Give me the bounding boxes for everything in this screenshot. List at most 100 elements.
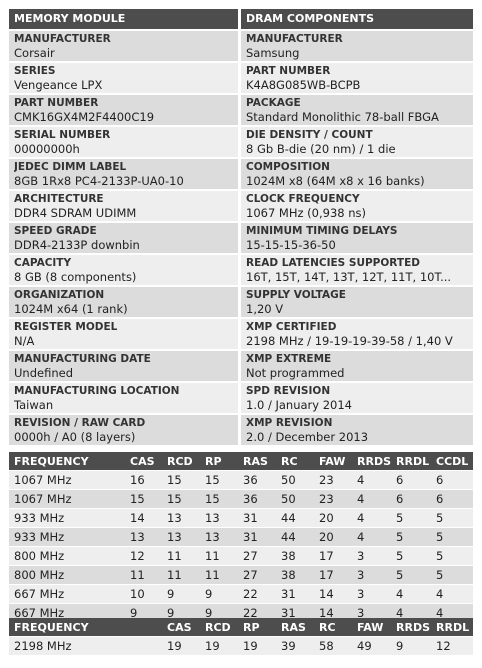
col-header-faw: FAW	[352, 618, 391, 637]
table-row: 2198 MHz 19 19 19 39 58 49 9 12	[9, 636, 473, 656]
table-cell: 36	[238, 470, 276, 490]
info-value: 1024M x64 (1 rank)	[14, 302, 128, 316]
table-cell: 4	[352, 489, 391, 509]
col-header-rc: RC	[276, 452, 314, 471]
table-cell: 1067 MHz	[9, 470, 125, 490]
info-row: MANUFACTURING DATE Undefined	[9, 351, 238, 381]
table-cell: 6	[431, 489, 473, 509]
table-cell: 22	[238, 584, 276, 604]
info-label: MANUFACTURING LOCATION	[14, 385, 180, 397]
table-row: 800 MHz 12 11 11 27 38 17 3 5 5	[9, 546, 473, 566]
info-value: DDR4 SDRAM UDIMM	[14, 206, 137, 220]
col-header-cas: CAS	[162, 618, 200, 637]
col-header-ras: RAS	[238, 452, 276, 471]
table-cell: 9	[162, 584, 200, 604]
table-cell: 9	[200, 584, 238, 604]
table-cell: 11	[125, 565, 162, 585]
table-row: 1067 MHz 15 15 15 36 50 23 4 6 6	[9, 489, 473, 509]
xmp-timings-table: FREQUENCY CAS RCD RP RAS RC FAW RRDS RRD…	[9, 618, 473, 656]
table-cell: 13	[162, 508, 200, 528]
col-header-rrds: RRDS	[391, 618, 431, 637]
xmp-header-row: FREQUENCY CAS RCD RP RAS RC FAW RRDS RRD…	[9, 618, 473, 637]
table-cell: 5	[431, 546, 473, 566]
timings-header-row: FREQUENCY CAS RCD RP RAS RC FAW RRDS RRD…	[9, 452, 473, 471]
table-cell: 13	[162, 527, 200, 547]
table-cell: 800 MHz	[9, 546, 125, 566]
info-value: 1.0 / January 2014	[246, 398, 352, 412]
info-label: PART NUMBER	[14, 97, 99, 109]
table-cell: 5	[431, 508, 473, 528]
table-cell: 12	[125, 546, 162, 566]
jedec-timings-table: FREQUENCY CAS RCD RP RAS RC FAW RRDS RRD…	[9, 452, 473, 623]
table-cell: 36	[238, 489, 276, 509]
table-cell: 14	[314, 584, 352, 604]
info-label: CLOCK FREQUENCY	[246, 193, 360, 205]
info-row: DIE DENSITY / COUNT 8 Gb B-die (20 nm) / …	[241, 127, 473, 157]
table-row: 933 MHz 13 13 13 31 44 20 4 5 5	[9, 527, 473, 547]
info-value: 15-15-15-36-50	[246, 238, 336, 252]
info-label: XMP EXTREME	[246, 353, 332, 365]
info-label: SERIAL NUMBER	[14, 129, 111, 141]
table-cell: 17	[314, 546, 352, 566]
table-cell: 50	[276, 470, 314, 490]
table-cell: 11	[162, 546, 200, 566]
table-cell: 3	[352, 584, 391, 604]
col-header-frequency: FREQUENCY	[9, 618, 162, 637]
table-cell: 14	[125, 508, 162, 528]
info-row: MANUFACTURING LOCATION Taiwan	[9, 383, 238, 413]
info-label: ARCHITECTURE	[14, 193, 104, 205]
info-label: JEDEC DIMM LABEL	[14, 161, 127, 173]
table-cell: 933 MHz	[9, 508, 125, 528]
table-cell: 38	[276, 546, 314, 566]
col-header-ccdl: CCDL	[431, 452, 473, 471]
info-value: 16T, 15T, 14T, 13T, 12T, 11T, 10T...	[246, 270, 452, 284]
table-cell: 6	[391, 470, 431, 490]
info-label: MANUFACTURING DATE	[14, 353, 151, 365]
table-cell: 4	[391, 584, 431, 604]
info-value: Not programmed	[246, 366, 345, 380]
table-cell: 50	[276, 489, 314, 509]
dram-components-header: DRAM COMPONENTS	[241, 9, 473, 29]
table-row: 667 MHz 10 9 9 22 31 14 3 4 4	[9, 584, 473, 604]
info-row: READ LATENCIES SUPPORTED 16T, 15T, 14T, 1…	[241, 255, 473, 285]
info-row: SPEED GRADE DDR4-2133P downbin	[9, 223, 238, 253]
info-label: READ LATENCIES SUPPORTED	[246, 257, 420, 269]
table-cell: 1067 MHz	[9, 489, 125, 509]
table-cell: 5	[391, 508, 431, 528]
info-row: SPD REVISION 1.0 / January 2014	[241, 383, 473, 413]
table-cell: 6	[431, 470, 473, 490]
table-cell: 3	[352, 546, 391, 566]
table-cell: 933 MHz	[9, 527, 125, 547]
info-label: PART NUMBER	[246, 65, 331, 77]
info-row: COMPOSITION 1024M x8 (64M x8 x 16 banks)	[241, 159, 473, 189]
table-cell: 17	[314, 565, 352, 585]
info-value: 2198 MHz / 19-19-19-39-58 / 1,40 V	[246, 334, 453, 348]
table-cell: 6	[391, 489, 431, 509]
info-row: SERIES Vengeance LPX	[9, 63, 238, 93]
info-label: ORGANIZATION	[14, 289, 105, 301]
table-cell: 19	[162, 636, 200, 656]
info-label: COMPOSITION	[246, 161, 330, 173]
info-value: 1024M x8 (64M x8 x 16 banks)	[246, 174, 425, 188]
table-cell: 9	[391, 636, 431, 656]
table-cell: 15	[162, 489, 200, 509]
info-row: MANUFACTURER Samsung	[241, 31, 473, 61]
table-cell: 38	[276, 565, 314, 585]
table-cell: 49	[352, 636, 391, 656]
info-label: DIE DENSITY / COUNT	[246, 129, 373, 141]
table-cell: 5	[391, 527, 431, 547]
info-value: DDR4-2133P downbin	[14, 238, 140, 252]
info-row: ORGANIZATION 1024M x64 (1 rank)	[9, 287, 238, 317]
col-header-rp: RP	[238, 618, 276, 637]
table-cell: 31	[238, 527, 276, 547]
info-value: Taiwan	[14, 398, 54, 412]
info-row: SUPPLY VOLTAGE 1,20 V	[241, 287, 473, 317]
info-label: REVISION / RAW CARD	[14, 417, 146, 429]
table-row: 1067 MHz 16 15 15 36 50 23 4 6 6	[9, 470, 473, 490]
info-row: JEDEC DIMM LABEL 8GB 1Rx8 PC4-2133P-UA0-1…	[9, 159, 238, 189]
table-cell: 15	[162, 470, 200, 490]
info-row: REVISION / RAW CARD 0000h / A0 (8 layers)	[9, 415, 238, 445]
table-cell: 667 MHz	[9, 584, 125, 604]
info-label: SPEED GRADE	[14, 225, 97, 237]
col-header-rrdl: RRDL	[391, 452, 431, 471]
